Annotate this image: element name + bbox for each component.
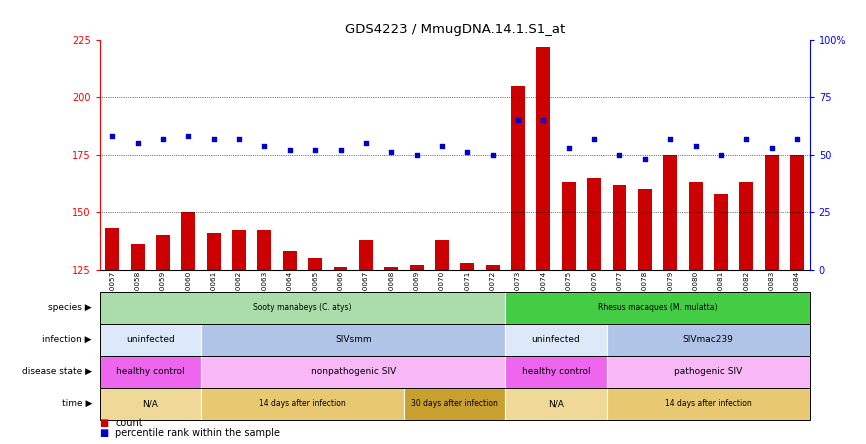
- Bar: [506, 388, 607, 420]
- Point: [511, 117, 525, 124]
- Point: [714, 151, 727, 159]
- Point: [562, 144, 576, 151]
- Bar: [308, 258, 322, 270]
- Text: uninfected: uninfected: [532, 335, 580, 344]
- Text: N/A: N/A: [548, 399, 564, 408]
- Bar: [181, 212, 196, 270]
- Bar: [100, 324, 201, 356]
- Bar: [506, 324, 607, 356]
- Point: [106, 133, 120, 140]
- Point: [638, 156, 652, 163]
- Bar: [607, 388, 810, 420]
- Bar: [100, 292, 506, 324]
- Point: [359, 140, 372, 147]
- Text: pathogenic SIV: pathogenic SIV: [674, 367, 742, 376]
- Bar: [607, 324, 810, 356]
- Point: [410, 151, 423, 159]
- Bar: [435, 240, 449, 270]
- Point: [385, 149, 398, 156]
- Bar: [385, 267, 398, 270]
- Point: [435, 142, 449, 149]
- Text: 14 days after infection: 14 days after infection: [665, 399, 752, 408]
- Bar: [506, 356, 607, 388]
- Point: [308, 147, 322, 154]
- Bar: [100, 388, 201, 420]
- Bar: [201, 324, 506, 356]
- Point: [612, 151, 626, 159]
- Point: [257, 142, 271, 149]
- Point: [765, 144, 779, 151]
- Bar: [506, 292, 810, 324]
- Bar: [106, 228, 120, 270]
- Point: [333, 147, 347, 154]
- Bar: [207, 233, 221, 270]
- Text: nonpathogenic SIV: nonpathogenic SIV: [311, 367, 396, 376]
- Point: [207, 135, 221, 142]
- Text: Rhesus macaques (M. mulatta): Rhesus macaques (M. mulatta): [598, 303, 717, 312]
- Text: 14 days after infection: 14 days after infection: [259, 399, 346, 408]
- Point: [131, 140, 145, 147]
- Bar: [638, 189, 652, 270]
- Bar: [587, 178, 601, 270]
- Bar: [201, 356, 506, 388]
- Text: ■: ■: [100, 428, 109, 438]
- Text: 30 days after infection: 30 days after infection: [411, 399, 498, 408]
- Text: ■: ■: [100, 418, 109, 428]
- Bar: [562, 182, 576, 270]
- Point: [461, 149, 475, 156]
- Bar: [201, 388, 404, 420]
- Bar: [612, 185, 626, 270]
- Text: N/A: N/A: [142, 399, 158, 408]
- Bar: [765, 155, 779, 270]
- Bar: [536, 47, 551, 270]
- Bar: [461, 262, 475, 270]
- Point: [232, 135, 246, 142]
- Text: SIVsmm: SIVsmm: [335, 335, 372, 344]
- Text: infection ▶: infection ▶: [42, 335, 92, 344]
- Text: species ▶: species ▶: [48, 303, 92, 312]
- Point: [283, 147, 297, 154]
- Point: [181, 133, 195, 140]
- Bar: [283, 251, 297, 270]
- Point: [156, 135, 170, 142]
- Bar: [663, 155, 677, 270]
- Bar: [359, 240, 373, 270]
- Bar: [410, 265, 423, 270]
- Bar: [607, 356, 810, 388]
- Text: percentile rank within the sample: percentile rank within the sample: [115, 428, 281, 438]
- Text: GDS4223 / MmugDNA.14.1.S1_at: GDS4223 / MmugDNA.14.1.S1_at: [345, 23, 565, 36]
- Point: [790, 135, 804, 142]
- Bar: [790, 155, 804, 270]
- Bar: [486, 265, 500, 270]
- Bar: [404, 388, 506, 420]
- Text: healthy control: healthy control: [116, 367, 184, 376]
- Point: [740, 135, 753, 142]
- Bar: [714, 194, 728, 270]
- Text: count: count: [115, 418, 143, 428]
- Text: SIVmac239: SIVmac239: [682, 335, 734, 344]
- Bar: [740, 182, 753, 270]
- Point: [536, 117, 550, 124]
- Text: disease state ▶: disease state ▶: [22, 367, 92, 376]
- Bar: [511, 86, 525, 270]
- Bar: [257, 230, 271, 270]
- Text: healthy control: healthy control: [522, 367, 591, 376]
- Point: [587, 135, 601, 142]
- Bar: [100, 356, 201, 388]
- Text: time ▶: time ▶: [61, 399, 92, 408]
- Point: [688, 142, 702, 149]
- Point: [486, 151, 500, 159]
- Text: Sooty manabeys (C. atys): Sooty manabeys (C. atys): [253, 303, 352, 312]
- Bar: [333, 267, 347, 270]
- Bar: [156, 235, 170, 270]
- Point: [663, 135, 677, 142]
- Bar: [131, 244, 145, 270]
- Text: uninfected: uninfected: [126, 335, 175, 344]
- Bar: [688, 182, 702, 270]
- Bar: [232, 230, 246, 270]
